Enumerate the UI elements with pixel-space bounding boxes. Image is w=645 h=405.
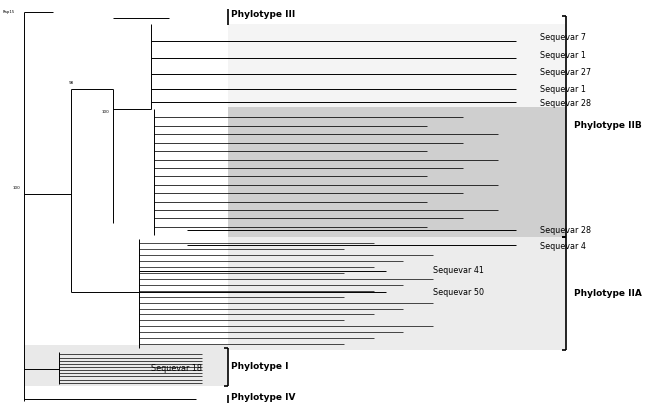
FancyBboxPatch shape [24, 345, 228, 386]
Text: Sequevar 7: Sequevar 7 [540, 33, 586, 42]
Text: Phylotype I: Phylotype I [232, 362, 289, 371]
Text: Phylotype III marker: Phylotype III marker [175, 13, 216, 17]
Text: Phylotype IIB: Phylotype IIB [574, 121, 642, 130]
Text: Sequevar 41: Sequevar 41 [433, 266, 484, 275]
Text: 100: 100 [102, 111, 110, 114]
Text: 98: 98 [68, 81, 74, 85]
Text: Sequevar 4: Sequevar 4 [540, 242, 586, 251]
Text: Phylotype IV: Phylotype IV [232, 393, 296, 402]
Text: Sequevar 18: Sequevar 18 [151, 364, 202, 373]
Text: Sequevar 1: Sequevar 1 [540, 85, 586, 94]
Text: Sequevar 27: Sequevar 27 [540, 68, 591, 77]
Text: Sequevar 1: Sequevar 1 [540, 51, 586, 60]
Text: Phylotype IIA: Phylotype IIA [574, 289, 642, 298]
FancyBboxPatch shape [228, 237, 566, 350]
Text: Sequevar 28: Sequevar 28 [540, 226, 591, 235]
Text: Sequevar 50: Sequevar 50 [433, 288, 484, 297]
Text: Phylotype III: Phylotype III [232, 10, 295, 19]
Text: Sequevar 28: Sequevar 28 [540, 99, 591, 108]
FancyBboxPatch shape [228, 107, 566, 237]
Text: Rap15: Rap15 [3, 10, 15, 14]
Text: 100: 100 [13, 186, 21, 190]
FancyBboxPatch shape [228, 24, 566, 107]
